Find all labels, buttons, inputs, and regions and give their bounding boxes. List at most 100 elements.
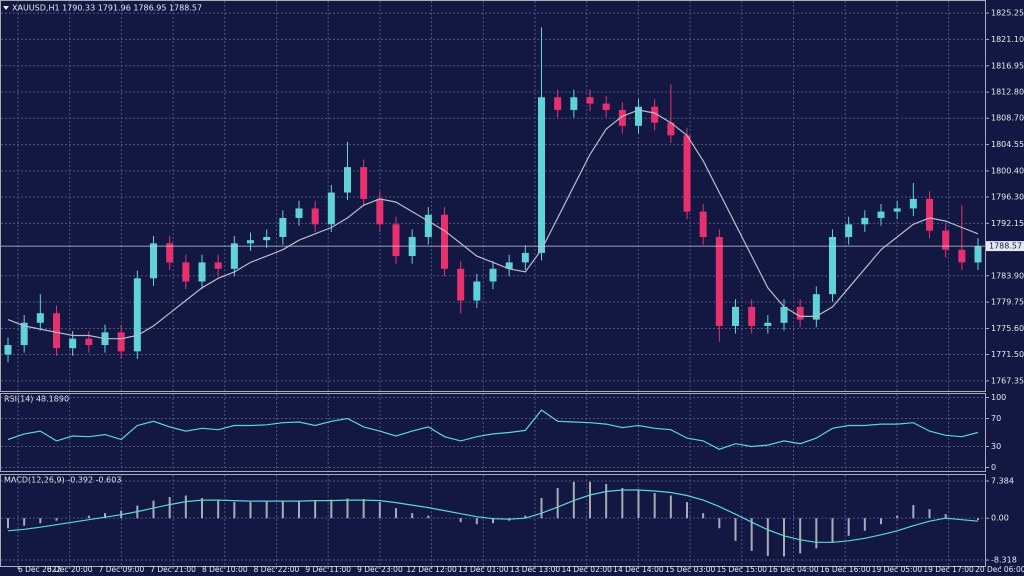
x-tick-label: 14 Dec 14:00 (613, 565, 664, 574)
x-tick-label: 14 Dec 02:00 (561, 565, 612, 574)
candle-body (683, 135, 691, 212)
candle-body (279, 217, 287, 238)
candle-body (36, 313, 44, 323)
candle-body (958, 249, 966, 263)
price-panel (0, 0, 986, 392)
moving-average (7, 109, 979, 340)
y-tick-label: 1808.70 (991, 114, 1024, 123)
candle-body (20, 322, 28, 346)
candle-body (424, 214, 432, 238)
x-tick-label: 6 Dec 20:00 (47, 565, 93, 574)
y-tick-label: 30 (991, 442, 1001, 451)
y-tick-label: 1825.25 (991, 9, 1024, 18)
candle-body (4, 345, 12, 355)
y-tick-label: 1792.15 (991, 219, 1024, 228)
rsi-panel (0, 393, 986, 472)
candle-body (505, 262, 513, 269)
last-price-box (986, 241, 1024, 252)
symbol-title: XAUUSD,H1 1790.33 1791.96 1786.95 1788.5… (12, 4, 202, 13)
candle-body (893, 208, 901, 212)
candle-body (667, 122, 675, 136)
candle-body (554, 97, 562, 110)
y-tick-label: 1812.80 (991, 88, 1024, 97)
candle-body (812, 294, 820, 320)
candle-body (521, 252, 529, 263)
candle-body (457, 268, 465, 301)
y-tick-label: 100 (991, 393, 1006, 402)
x-tick-label: 15 Dec 15:00 (717, 565, 768, 574)
y-tick-label: 1796.30 (991, 192, 1024, 201)
rsi-line (7, 409, 979, 450)
candle-body (133, 278, 141, 352)
candle-body (441, 214, 448, 269)
candle-body (344, 167, 351, 193)
candle-body (748, 306, 756, 326)
candle-body (311, 208, 319, 225)
x-tick-label: 8 Dec 22:00 (254, 565, 300, 574)
x-tick-label: 7 Dec 09:00 (99, 565, 145, 574)
y-tick-label: 70 (991, 414, 1001, 423)
candle-body (570, 97, 578, 110)
candle-body (764, 322, 772, 326)
x-tick-label: 9 Dec 23:00 (357, 565, 403, 574)
candle-body (715, 237, 723, 326)
candle-body (926, 198, 933, 231)
x-tick-label: 15 Dec 03:00 (665, 565, 716, 574)
candle-body (247, 240, 254, 244)
candle-body (586, 97, 594, 104)
y-tick-label: 1767.35 (991, 376, 1024, 385)
candle-body (327, 192, 335, 225)
candle-body (69, 338, 77, 349)
candle-body (780, 306, 788, 323)
collapse-arrow[interactable] (3, 6, 9, 10)
candle-body (877, 211, 885, 218)
x-tick-label: 13 Dec 13:00 (510, 565, 561, 574)
candle-body (392, 224, 400, 257)
y-tick-label: 1775.60 (991, 324, 1024, 333)
y-tick-label: 1771.50 (991, 350, 1024, 359)
candle-body (263, 237, 271, 241)
x-tick-label: 13 Dec 01:00 (458, 565, 509, 574)
y-tick-label: 1779.75 (991, 298, 1024, 307)
candle-body (489, 268, 497, 282)
candle-body (829, 237, 836, 295)
candle-body (974, 246, 982, 263)
candle-body (53, 313, 60, 349)
y-tick-label: 1800.40 (991, 166, 1024, 175)
y-tick-label: 7.384 (991, 477, 1014, 486)
candle-body (295, 208, 303, 218)
x-tick-label: 16 Dec 16:00 (820, 565, 871, 574)
macd-title: MACD(12,26,9) -0.392 -0.603 (4, 476, 121, 485)
rsi-title: RSI(14) 48.1890 (4, 395, 69, 404)
x-tick-label: 16 Dec 04:00 (768, 565, 819, 574)
vertical-grid (17, 1, 950, 566)
candle-body (230, 243, 238, 269)
x-tick-label: 20 Dec 06:00 (975, 565, 1024, 574)
x-tick-label: 12 Dec 12:00 (406, 565, 457, 574)
y-tick-label: 1804.55 (991, 140, 1024, 149)
candle-body (651, 106, 659, 123)
candle-body (845, 224, 853, 238)
y-tick-label: -8.318 (991, 556, 1017, 565)
candle-body (635, 106, 642, 126)
x-tick-label: 19 Dec 05:00 (872, 565, 923, 574)
candle-body (861, 217, 869, 225)
x-tick-label: 7 Dec 21:00 (150, 565, 196, 574)
y-tick-label: 1783.90 (991, 271, 1024, 280)
candle-body (376, 198, 384, 225)
y-tick-label: 1821.10 (991, 35, 1024, 44)
x-tick-label: 6 Dec 2022 (18, 565, 61, 574)
y-tick-label: 0.00 (991, 514, 1009, 523)
candle-body (117, 332, 125, 352)
candle-body (796, 306, 804, 320)
candle-body (166, 243, 174, 263)
candle-body (360, 167, 368, 199)
y-tick-label: 1816.95 (991, 61, 1024, 70)
candle-body (198, 262, 206, 282)
last-price-label: 1788.57 (989, 242, 1022, 251)
candle-body (942, 230, 950, 250)
signal-line (7, 489, 979, 543)
candle-body (408, 237, 416, 257)
